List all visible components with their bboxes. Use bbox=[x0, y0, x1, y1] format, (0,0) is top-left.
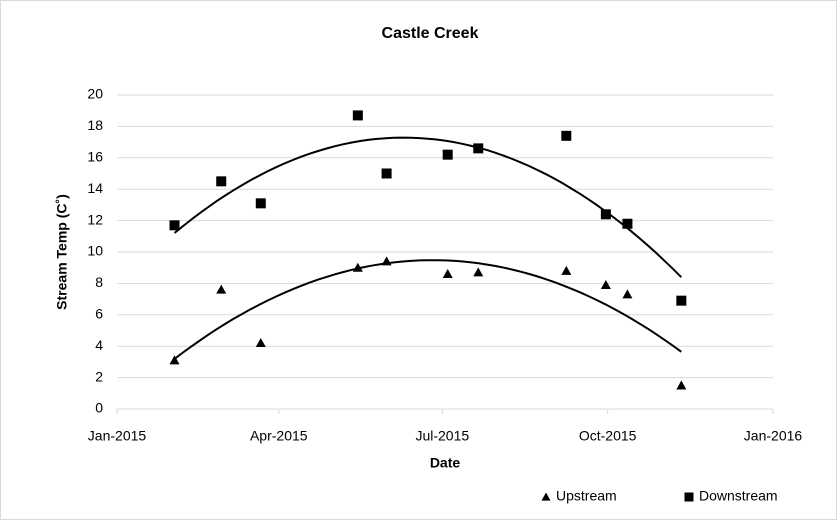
y-tick-label: 2 bbox=[95, 368, 103, 384]
marker-triangle bbox=[381, 256, 392, 266]
legend-label: Upstream bbox=[556, 488, 617, 504]
marker-triangle bbox=[541, 492, 551, 501]
y-tick-label: 18 bbox=[87, 117, 103, 133]
y-tick-label: 20 bbox=[87, 86, 103, 102]
marker-triangle bbox=[255, 338, 266, 348]
marker-triangle bbox=[600, 279, 611, 289]
y-tick-label: 14 bbox=[87, 180, 103, 196]
marker-square bbox=[622, 218, 633, 229]
marker-triangle bbox=[352, 262, 363, 272]
marker-triangle bbox=[216, 284, 227, 294]
x-tick-label: Apr-2015 bbox=[250, 428, 308, 444]
y-tick-label: 10 bbox=[87, 243, 103, 259]
marker-square bbox=[216, 176, 227, 187]
x-tick-label: Jul-2015 bbox=[415, 428, 469, 444]
marker-square bbox=[561, 130, 572, 141]
chart-title: Castle Creek bbox=[382, 25, 479, 42]
marker-square bbox=[684, 492, 694, 502]
marker-square bbox=[600, 209, 611, 220]
x-tick-label: Oct-2015 bbox=[579, 428, 637, 444]
marker-square bbox=[169, 220, 180, 231]
y-tick-label: 4 bbox=[95, 337, 103, 353]
y-tick-label: 6 bbox=[95, 306, 103, 322]
marker-square bbox=[381, 168, 392, 179]
marker-triangle bbox=[169, 355, 180, 365]
trendline bbox=[173, 136, 683, 278]
x-tick-label: Jan-2015 bbox=[88, 428, 147, 444]
legend-label: Downstream bbox=[699, 488, 778, 504]
marker-triangle bbox=[561, 265, 572, 275]
y-axis-label: Stream Temp (C˚) bbox=[54, 194, 70, 310]
x-tick-label: Jan-2016 bbox=[744, 428, 803, 444]
marker-square bbox=[352, 110, 363, 121]
trendline bbox=[173, 259, 682, 360]
y-tick-label: 0 bbox=[95, 400, 103, 416]
marker-triangle bbox=[473, 267, 484, 277]
x-axis-label: Date bbox=[430, 455, 461, 471]
marker-square bbox=[676, 295, 687, 306]
marker-triangle bbox=[622, 289, 633, 299]
y-tick-label: 8 bbox=[95, 274, 103, 290]
y-tick-label: 16 bbox=[87, 149, 103, 165]
y-tick-label: 12 bbox=[87, 211, 103, 227]
marker-square bbox=[473, 143, 484, 154]
marker-square bbox=[442, 149, 453, 160]
marker-square bbox=[255, 198, 266, 209]
marker-triangle bbox=[676, 380, 687, 390]
marker-triangle bbox=[442, 268, 453, 278]
